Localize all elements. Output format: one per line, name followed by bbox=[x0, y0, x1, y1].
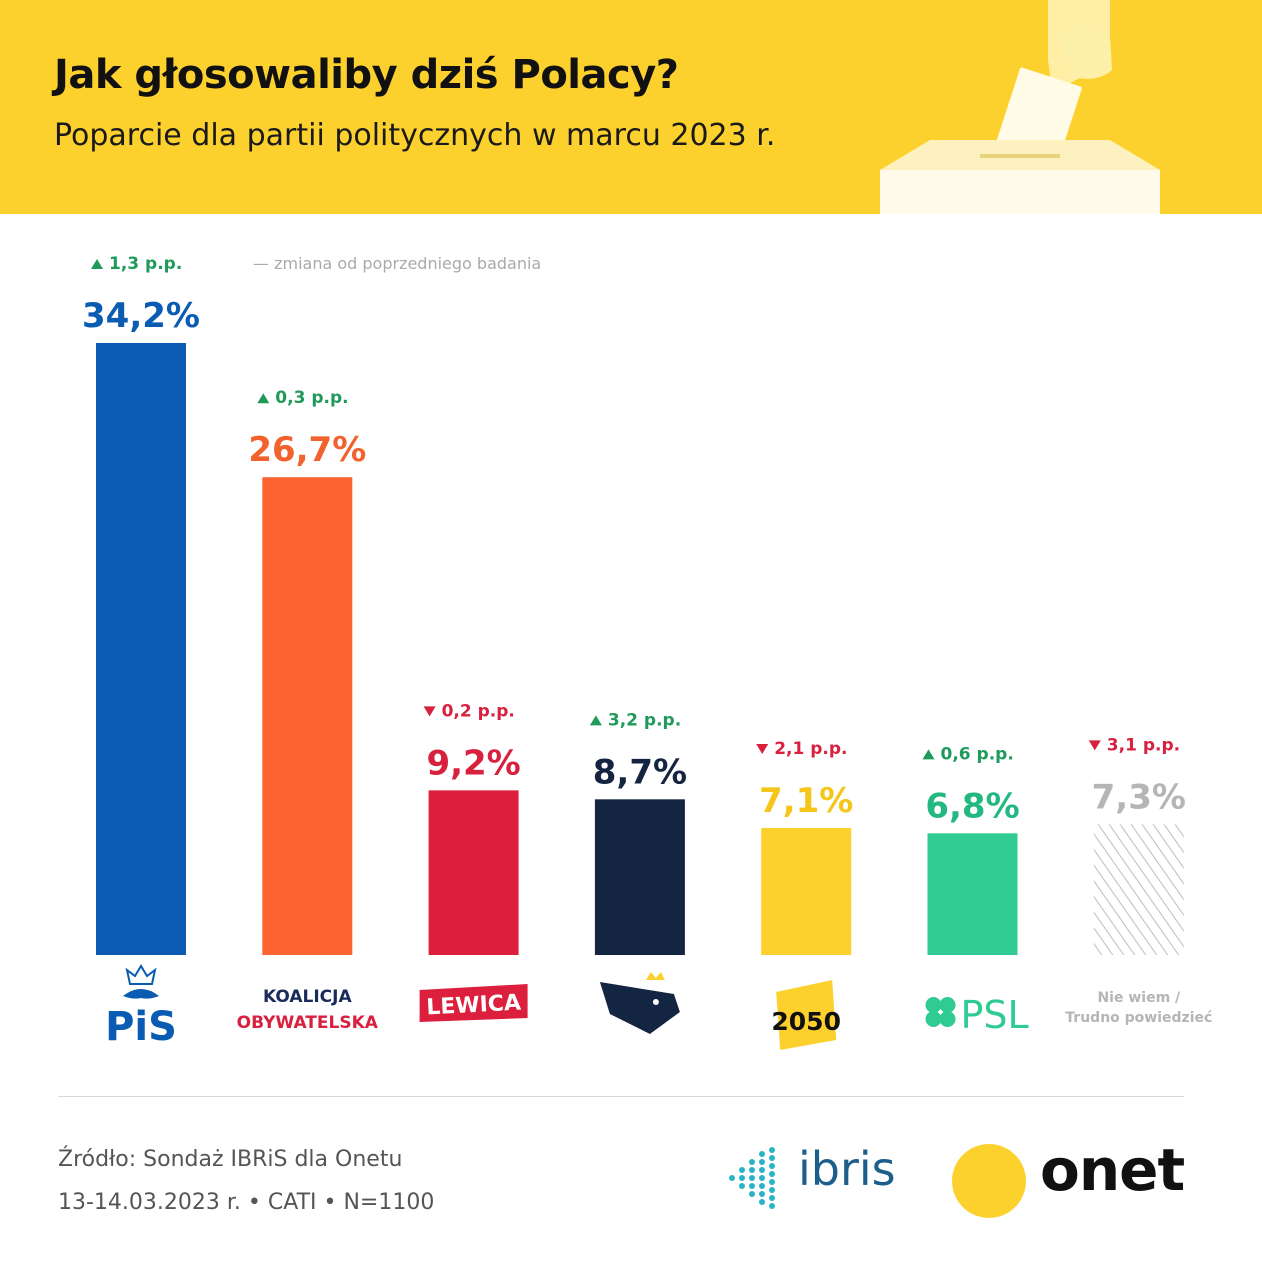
footer-divider bbox=[58, 1096, 1184, 1097]
change-legend-note: — zmiana od poprzedniego badania bbox=[253, 254, 541, 273]
bar-chart: 34,2% 1,3 p.p. — zmiana od poprzedniego ba… bbox=[82, 254, 1212, 1050]
change-label-polska2050: 2,1 p.p. bbox=[756, 739, 847, 759]
source-text: Źródło: Sondaż IBRiS dla Onetu bbox=[58, 1147, 403, 1172]
logo-text-psl: PSL bbox=[961, 993, 1029, 1037]
arrow-up-icon bbox=[589, 715, 602, 726]
value-label-polska2050: 7,1% bbox=[759, 781, 853, 821]
clover-leaf-icon bbox=[925, 997, 942, 1013]
clover-leaf-icon bbox=[925, 1011, 942, 1027]
change-label-pis: 1,3 p.p. bbox=[91, 254, 182, 274]
lewica-logo-badge bbox=[419, 984, 528, 1022]
ibris-dots-icon bbox=[729, 1147, 775, 1209]
arrow-down-icon bbox=[423, 706, 436, 717]
page-subtitle: Poparcie dla partii politycznych w marcu… bbox=[54, 118, 776, 153]
value-label-ko: 26,7% bbox=[248, 430, 366, 470]
header: Jak głosowaliby dziś Polacy? Poparcie dl… bbox=[0, 0, 1262, 214]
bar-polska2050 bbox=[761, 827, 852, 955]
change-value-pis: 1,3 p.p. bbox=[109, 254, 182, 274]
change-value-lewica: 0,2 p.p. bbox=[442, 701, 515, 721]
logo-text-polska2050: 2050 bbox=[771, 1007, 841, 1036]
change-label-lewica: 0,2 p.p. bbox=[423, 701, 515, 721]
change-label-niewiem: 3,1 p.p. bbox=[1088, 735, 1180, 755]
onet-logo: onet bbox=[1040, 1136, 1185, 1204]
ballot-box-illustration bbox=[880, 0, 1160, 214]
value-label-niewiem: 7,3% bbox=[1092, 777, 1186, 817]
change-value-polska2050: 2,1 p.p. bbox=[774, 739, 847, 759]
value-label-psl: 6,8% bbox=[925, 786, 1019, 826]
eagle-eye-icon bbox=[652, 999, 659, 1005]
bar-pis bbox=[96, 343, 186, 955]
logo-text-niewiem-2: Trudno powiedzieć bbox=[1065, 1010, 1212, 1026]
page-title: Jak głosowaliby dziś Polacy? bbox=[54, 52, 679, 98]
clover-leaf-icon bbox=[939, 997, 956, 1013]
logo-text-lewica: LEWICA bbox=[426, 991, 522, 1021]
value-label-lewica: 9,2% bbox=[426, 743, 520, 783]
value-label-konfederacja: 8,7% bbox=[593, 752, 687, 792]
ibris-logo: ibris bbox=[798, 1142, 896, 1196]
eagle-icon bbox=[123, 989, 159, 999]
crown-icon bbox=[645, 972, 665, 980]
change-label-ko: 0,3 p.p. bbox=[257, 388, 349, 408]
bar-ko bbox=[262, 477, 353, 955]
change-value-konfederacja: 3,2 p.p. bbox=[608, 710, 681, 730]
logo-text-pis: PiS bbox=[105, 1004, 177, 1050]
change-value-ko: 0,3 p.p. bbox=[275, 388, 348, 408]
bar-psl bbox=[927, 833, 1018, 955]
value-label-pis: 34,2% bbox=[82, 296, 200, 336]
arrow-up-icon bbox=[91, 259, 103, 269]
arrow-up-icon bbox=[257, 393, 270, 404]
arrow-down-icon bbox=[1088, 740, 1101, 751]
logo-text-niewiem-1: Nie wiem / bbox=[1097, 990, 1181, 1006]
konfederacja-eagle-icon bbox=[599, 982, 680, 1034]
clover-leaf-icon bbox=[939, 1011, 956, 1027]
logo-text-ko-1: KOALICJA bbox=[263, 987, 353, 1007]
crown-icon bbox=[125, 964, 157, 985]
bar-lewica bbox=[428, 790, 519, 955]
onet-circle-icon bbox=[952, 1144, 1026, 1218]
arrow-up-icon bbox=[922, 749, 935, 760]
polska2050-shape-icon bbox=[776, 980, 837, 1050]
change-label-konfederacja: 3,2 p.p. bbox=[589, 710, 681, 730]
survey-meta-text: 13-14.03.2023 r. • CATI • N=1100 bbox=[58, 1190, 435, 1215]
change-label-psl: 0,6 p.p. bbox=[922, 744, 1014, 764]
arrow-down-icon bbox=[756, 743, 769, 754]
change-value-niewiem: 3,1 p.p. bbox=[1107, 735, 1180, 755]
bar-konfederacja bbox=[594, 799, 685, 955]
change-value-psl: 0,6 p.p. bbox=[941, 744, 1014, 764]
bar-niewiem bbox=[1093, 824, 1184, 955]
logo-text-ko-2: OBYWATELSKA bbox=[237, 1013, 379, 1033]
